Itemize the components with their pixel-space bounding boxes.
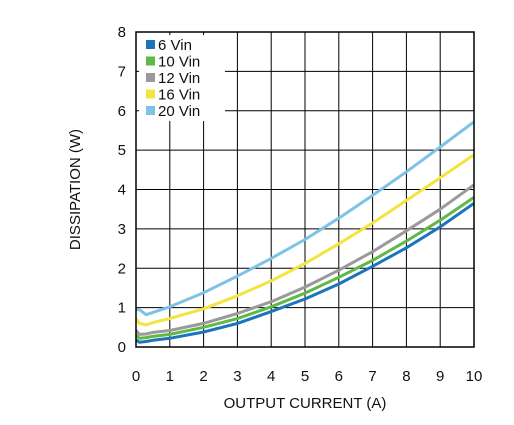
y-tick-label: 4: [118, 182, 126, 199]
x-axis-title: OUTPUT CURRENT (A): [224, 395, 387, 412]
y-axis-title: DISSIPATION (W): [67, 129, 84, 250]
plot-frame: [135, 31, 475, 348]
y-tick-label: 8: [118, 24, 126, 41]
y-tick-label: 3: [118, 221, 126, 238]
legend-swatch: [146, 73, 155, 82]
x-tick-label: 6: [335, 368, 343, 385]
grid: [136, 32, 474, 347]
y-tick-label: 5: [118, 142, 126, 159]
y-tick-label: 6: [118, 103, 126, 120]
y-tick-labels: 0 1 2 3 4 5 6 7 8: [118, 24, 126, 356]
legend-swatch: [146, 89, 155, 99]
legend-label: 12 Vin: [158, 70, 200, 87]
y-tick-label: 0: [118, 339, 126, 356]
legend-swatch: [146, 40, 155, 49]
x-tick-label: 9: [436, 368, 444, 385]
legend-swatch: [146, 56, 155, 66]
series-line: [136, 120, 475, 317]
x-tick-label: 3: [233, 368, 241, 385]
legend-label: 16 Vin: [158, 87, 200, 104]
legend-label: 6 Vin: [158, 37, 192, 54]
series-lines: [134, 120, 475, 344]
x-tick-label: 2: [199, 368, 207, 385]
series-line: [134, 153, 475, 327]
series-line: [134, 196, 475, 340]
x-tick-label: 8: [402, 368, 410, 385]
y-tick-label: 2: [118, 260, 126, 277]
y-tick-label: 1: [118, 300, 126, 317]
x-tick-label: 7: [368, 368, 376, 385]
x-tick-label: 0: [132, 368, 140, 385]
x-tick-label: 10: [466, 368, 483, 385]
series-line: [134, 183, 475, 336]
x-tick-labels: 0 1 2 3 4 5 6 7 8 9 10: [132, 368, 483, 385]
x-tick-label: 1: [166, 368, 174, 385]
series-line: [135, 202, 475, 344]
legend-label: 10 Vin: [158, 54, 200, 71]
legend-label: 20 Vin: [158, 103, 200, 120]
x-tick-label: 4: [267, 368, 275, 385]
y-tick-label: 7: [118, 63, 126, 80]
x-tick-label: 5: [301, 368, 309, 385]
legend-swatch: [146, 106, 155, 115]
